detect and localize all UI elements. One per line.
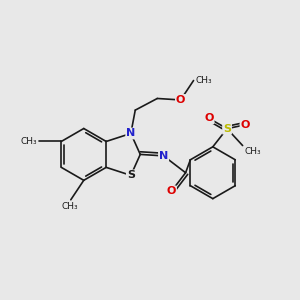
Text: O: O xyxy=(241,120,250,130)
Text: S: S xyxy=(223,124,231,134)
Text: O: O xyxy=(167,186,176,197)
Text: CH₃: CH₃ xyxy=(245,147,262,156)
Text: O: O xyxy=(176,95,185,105)
Text: S: S xyxy=(127,170,135,180)
Text: CH₃: CH₃ xyxy=(61,202,78,211)
Text: CH₃: CH₃ xyxy=(20,137,37,146)
Text: N: N xyxy=(159,151,168,161)
Text: CH₃: CH₃ xyxy=(195,76,211,85)
Text: N: N xyxy=(126,128,136,139)
Text: O: O xyxy=(204,113,214,123)
